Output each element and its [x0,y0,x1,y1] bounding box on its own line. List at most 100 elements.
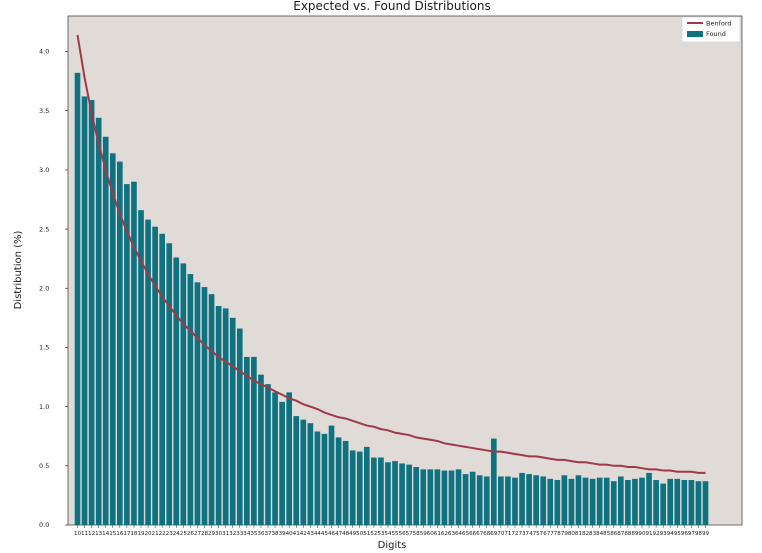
x-tick-label: 81 [575,531,583,537]
x-tick-label: 10 [74,531,82,537]
x-tick-label: 70 [497,531,505,537]
x-tick-label: 89 [631,531,639,537]
x-tick-label: 52 [370,531,377,537]
x-tick-label: 39 [279,531,287,537]
bar-44 [314,431,321,525]
bar-77 [547,478,554,525]
x-tick-label: 44 [314,531,322,537]
x-tick-label: 62 [441,531,448,537]
bar-81 [575,475,582,525]
legend-box [681,16,741,43]
bar-50 [356,451,363,525]
x-tick-label: 67 [476,531,484,537]
x-tick-label: 92 [653,531,660,537]
x-tick-label: 43 [307,531,315,537]
x-tick-label: 76 [540,531,548,537]
y-tick-label: 3.0 [39,166,49,174]
bar-36 [258,374,264,525]
x-tick-label: 29 [208,531,216,537]
y-tick-label: 1.0 [39,403,49,411]
found-bars [74,72,709,526]
x-tick-label: 42 [300,531,307,537]
x-tick-label: 85 [603,531,611,537]
x-tick-label: 38 [272,531,280,537]
x-tick-label: 97 [688,531,696,537]
x-tick-label: 36 [257,531,265,537]
x-tick-label: 20 [144,531,152,537]
x-tick-label: 11 [81,531,89,537]
x-tick-label: 12 [88,531,95,537]
bar-18 [131,181,137,525]
bar-57 [406,464,412,525]
bar-39 [279,401,285,525]
bar-28 [201,287,208,525]
legend-found-swatch [687,31,703,37]
bar-32 [229,317,236,525]
legend-found-label: Found [706,30,726,38]
x-tick-label: 19 [137,531,145,537]
x-tick-label: 27 [194,531,202,537]
bar-76 [540,476,547,525]
x-tick-label: 50 [356,531,364,537]
x-tick-label: 32 [229,531,236,537]
x-tick-label: 28 [201,531,209,537]
x-tick-label: 54 [384,531,392,537]
x-tick-label: 56 [399,531,407,537]
bar-21 [152,226,158,525]
bar-41 [293,416,300,525]
bar-19 [138,210,144,525]
bar-72 [512,477,518,525]
bar-86 [610,481,617,525]
x-tick-label: 74 [526,531,534,537]
bar-29 [208,294,215,525]
benford-line [76,34,706,474]
bar-34 [244,356,250,525]
bar-70 [498,476,504,525]
x-tick-label: 31 [222,531,230,537]
x-tick-label: 96 [681,531,689,537]
bar-88 [625,480,631,525]
x-tick-label: 83 [589,531,597,537]
x-tick-label: 90 [638,531,646,537]
bar-40 [286,392,292,525]
bar-60 [427,469,434,525]
x-tick-label: 58 [413,531,421,537]
bar-89 [632,478,638,525]
bar-45 [321,433,328,525]
x-tick-label: 79 [561,531,569,537]
bar-69 [490,438,497,525]
x-tick-label: 33 [236,531,244,537]
bar-15 [109,153,116,525]
bar-58 [413,467,420,525]
x-tick-label: 82 [582,531,589,537]
y-axis: 0.0 0.5 1.0 1.5 2.0 2.5 3.0 3.5 4.0 [39,48,68,529]
x-axis: 10 11 12 13 14 15 16 17 18 19 20 21 22 23 24 25 26 27 28 29… [74,525,709,537]
x-tick-label: 68 [483,531,491,537]
bar-79 [561,475,568,525]
bar-12 [88,100,95,525]
x-tick-label: 26 [187,531,195,537]
bar-93 [660,483,666,525]
chart-title: Expected vs. Found Distributions [293,0,491,13]
x-tick-label: 75 [533,531,541,537]
x-tick-label: 17 [123,531,131,537]
bar-24 [173,257,180,525]
x-tick-label: 24 [173,531,181,537]
x-tick-label: 78 [554,531,562,537]
x-tick-label: 14 [102,531,110,537]
bar-56 [399,463,405,525]
bar-54 [385,462,391,525]
bar-74 [526,474,532,525]
bar-22 [159,233,165,526]
bar-61 [434,469,441,525]
bar-31 [222,308,229,525]
x-tick-label: 51 [363,531,371,537]
x-tick-label: 66 [469,531,477,537]
x-tick-label: 34 [243,531,251,537]
x-tick-label: 80 [568,531,576,537]
y-tick-label: 0.0 [39,521,49,529]
bar-23 [166,243,173,525]
x-tick-label: 53 [377,531,385,537]
x-tick-label: 21 [152,531,160,537]
